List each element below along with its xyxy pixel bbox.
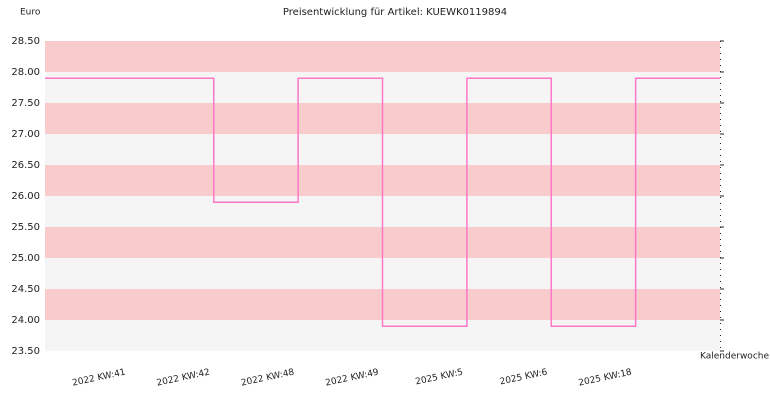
price-line bbox=[45, 77, 720, 327]
y-tick-label: 24.50 bbox=[11, 284, 40, 295]
y-tick-label: 25.00 bbox=[11, 253, 40, 264]
y-tick-label: 26.00 bbox=[11, 191, 40, 202]
x-tick-label: 2022 KW:41 bbox=[71, 368, 126, 389]
y-tick-label: 27.50 bbox=[11, 98, 40, 109]
x-tick-label: 2025 KW:18 bbox=[578, 368, 633, 389]
x-tick-label: 2025 KW:5 bbox=[415, 368, 465, 388]
x-tick-label: 2022 KW:42 bbox=[156, 368, 211, 389]
x-tick-label: 2022 KW:48 bbox=[240, 368, 295, 389]
y-tick-label: 26.50 bbox=[11, 160, 40, 171]
y-tick-label: 23.50 bbox=[11, 346, 40, 357]
x-tick-label: 2025 KW:6 bbox=[499, 368, 549, 388]
y-axis-label: Euro bbox=[20, 8, 41, 18]
band bbox=[45, 41, 720, 72]
y-tick-label: 28.00 bbox=[11, 67, 40, 78]
x-axis-label: Kalenderwoche bbox=[700, 352, 769, 362]
x-tick-label: 2022 KW:49 bbox=[325, 368, 380, 389]
y-tick-label: 28.50 bbox=[11, 36, 40, 47]
y-tick-label: 27.00 bbox=[11, 129, 40, 140]
y-tick-label: 25.50 bbox=[11, 222, 40, 233]
y-tick-label: 24.00 bbox=[11, 315, 40, 326]
chart-title: Preisentwicklung für Artikel: KUEWK01198… bbox=[283, 7, 507, 18]
